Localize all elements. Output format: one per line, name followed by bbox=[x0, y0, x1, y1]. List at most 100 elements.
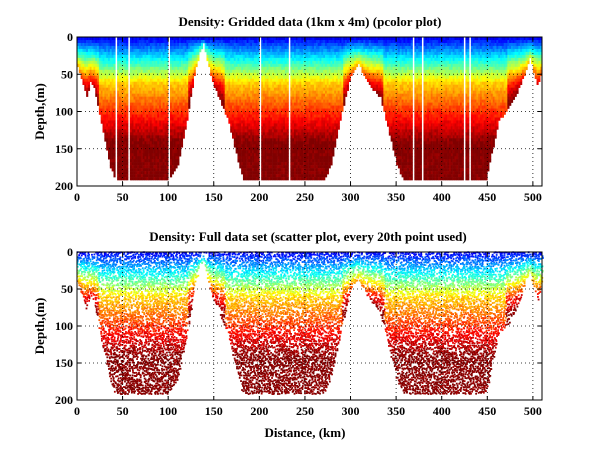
pcolor-cell bbox=[80, 45, 83, 50]
pcolor-cell bbox=[275, 114, 278, 118]
pcolor-cell bbox=[173, 51, 176, 56]
pcolor-cell bbox=[241, 54, 244, 59]
pcolor-cell bbox=[290, 69, 293, 74]
pcolor-cell bbox=[261, 96, 264, 100]
pcolor-cell bbox=[248, 87, 251, 91]
pcolor-cell bbox=[159, 90, 162, 94]
pcolor-cell bbox=[131, 45, 134, 50]
pcolor-cell bbox=[137, 105, 140, 109]
pcolor-cell bbox=[290, 60, 293, 65]
pcolor-cell bbox=[297, 42, 300, 47]
pcolor-cell bbox=[323, 129, 326, 133]
pcolor-cell bbox=[153, 174, 156, 178]
pcolor-cell bbox=[270, 144, 273, 148]
pcolor-cell bbox=[210, 66, 213, 71]
pcolor-cell bbox=[268, 120, 271, 124]
pcolor-cell bbox=[77, 54, 80, 59]
pcolor-cell bbox=[315, 54, 318, 59]
pcolor-cell bbox=[253, 108, 256, 112]
pcolor-cell bbox=[144, 37, 147, 41]
pcolor-cell bbox=[317, 129, 320, 133]
pcolor-cell bbox=[239, 78, 242, 82]
pcolor-cell bbox=[208, 42, 211, 47]
pcolor-cell bbox=[199, 39, 202, 44]
pcolor-cell bbox=[117, 126, 120, 130]
pcolor-cell bbox=[129, 111, 132, 115]
pcolor-cell bbox=[104, 108, 107, 112]
pcolor-cell bbox=[175, 123, 178, 127]
pcolor-cell bbox=[149, 96, 153, 100]
pcolor-cell bbox=[317, 159, 320, 163]
pcolor-cell bbox=[91, 45, 94, 50]
pcolor-cell bbox=[326, 90, 329, 94]
pcolor-cell bbox=[250, 108, 253, 112]
pcolor-cell bbox=[144, 51, 147, 56]
pcolor-cell bbox=[118, 123, 122, 127]
pcolor-cell bbox=[294, 102, 297, 106]
pcolor-cell bbox=[111, 126, 114, 130]
pcolor-cell bbox=[175, 81, 178, 85]
pcolor-cell bbox=[129, 138, 132, 142]
pcolor-cell bbox=[297, 141, 300, 145]
pcolor-cell bbox=[217, 93, 220, 97]
pcolor-cell bbox=[242, 60, 246, 65]
pcolor-cell bbox=[286, 39, 289, 44]
pcolor-cell bbox=[86, 37, 89, 41]
pcolor-cell bbox=[151, 111, 154, 115]
pcolor-cell bbox=[184, 111, 187, 115]
pcolor-cell bbox=[180, 75, 184, 80]
pcolor-cell bbox=[106, 129, 109, 133]
pcolor-cell bbox=[171, 117, 174, 121]
pcolor-cell bbox=[284, 114, 287, 118]
pcolor-cell bbox=[139, 99, 142, 103]
pcolor-cell bbox=[126, 37, 129, 41]
pcolor-cell bbox=[91, 51, 94, 56]
pcolor-cell bbox=[177, 123, 180, 127]
pcolor-cell bbox=[131, 126, 134, 130]
pcolor-cell bbox=[87, 69, 91, 74]
pcolor-cell bbox=[173, 72, 176, 77]
pcolor-cell bbox=[297, 81, 300, 85]
pcolor-cell bbox=[317, 90, 320, 94]
pcolor-cell bbox=[257, 42, 260, 47]
pcolor-cell bbox=[120, 60, 123, 65]
pcolor-cell bbox=[295, 159, 298, 163]
pcolor-cell bbox=[283, 39, 286, 44]
pcolor-cell bbox=[237, 69, 240, 74]
pcolor-cell bbox=[122, 78, 125, 82]
pcolor-cell bbox=[139, 117, 142, 121]
pcolor-cell bbox=[239, 99, 242, 103]
pcolor-cell bbox=[117, 171, 120, 175]
pcolor-cell bbox=[190, 42, 193, 47]
pcolor-cell bbox=[133, 123, 136, 127]
pcolor-cell bbox=[303, 159, 306, 163]
pcolor-cell bbox=[182, 63, 185, 68]
pcolor-cell bbox=[142, 123, 145, 127]
pcolor-cell bbox=[272, 42, 275, 47]
pcolor-cell bbox=[133, 99, 136, 103]
pcolor-cell bbox=[148, 90, 151, 94]
pcolor-cell bbox=[102, 63, 105, 68]
pcolor-cell bbox=[133, 147, 136, 151]
pcolor-cell bbox=[228, 78, 231, 82]
pcolor-cell bbox=[182, 57, 185, 62]
pcolor-cell bbox=[118, 42, 122, 47]
pcolor-cell bbox=[222, 51, 225, 56]
pcolor-cell bbox=[310, 114, 313, 118]
pcolor-cell bbox=[268, 129, 271, 133]
pcolor-cell bbox=[279, 123, 282, 127]
pcolor-cell bbox=[109, 54, 112, 59]
pcolor-cell bbox=[252, 42, 255, 47]
pcolor-cell bbox=[162, 75, 165, 80]
pcolor-cell bbox=[148, 105, 151, 109]
pcolor-cell bbox=[104, 66, 107, 71]
pcolor-cell bbox=[273, 156, 277, 160]
pcolor-cell bbox=[191, 48, 194, 53]
pcolor-cell bbox=[314, 105, 317, 109]
pcolor-cell bbox=[233, 45, 236, 50]
pcolor-cell bbox=[186, 75, 189, 80]
pcolor-cell bbox=[242, 96, 246, 100]
pcolor-cell bbox=[122, 48, 125, 53]
pcolor-cell bbox=[306, 168, 309, 172]
pcolor-cell bbox=[146, 87, 149, 91]
